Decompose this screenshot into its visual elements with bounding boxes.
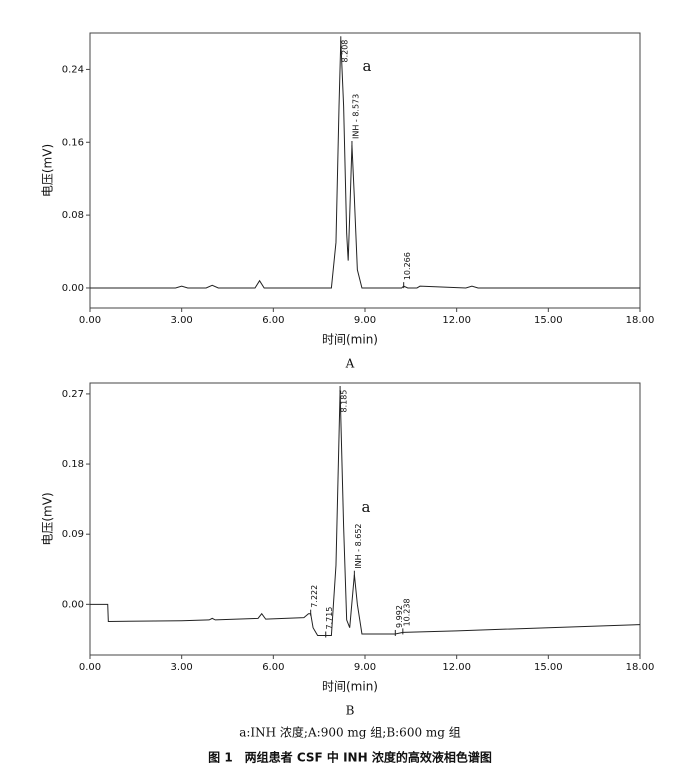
- trace: [90, 40, 640, 289]
- x-tick-label: 18.00: [626, 315, 655, 326]
- caption: a:INH 浓度;A:900 mg 组;B:600 mg 组: [239, 725, 461, 740]
- peak-label: 8.208: [340, 40, 349, 63]
- panel-label: B: [346, 704, 355, 718]
- x-tick-label: 9.00: [354, 662, 376, 673]
- peak-label: INH - 8.573: [351, 94, 360, 139]
- x-tick-label: 6.00: [262, 662, 284, 673]
- figure-title: 图 1 两组患者 CSF 中 INH 浓度的高效液相色谱图: [208, 750, 492, 765]
- peak-label: 8.185: [340, 390, 349, 413]
- x-axis-label: 时间(min): [322, 680, 378, 694]
- trace: [90, 389, 641, 637]
- y-tick-label: 0.09: [62, 529, 84, 540]
- x-tick-label: 12.00: [442, 315, 471, 326]
- x-axis-label: 时间(min): [322, 333, 378, 347]
- x-tick-label: 3.00: [171, 315, 193, 326]
- annotation: a: [362, 498, 371, 516]
- peak-label: 9.992: [395, 605, 404, 628]
- y-tick-label: 0.24: [62, 64, 84, 75]
- plot-frame: [89, 382, 641, 656]
- y-tick-label: 0.00: [62, 283, 84, 294]
- x-tick-label: 0.00: [79, 662, 101, 673]
- x-tick-label: 3.00: [171, 662, 193, 673]
- y-axis-label: 电压(mV): [41, 144, 55, 197]
- y-axis-label: 电压(mV): [41, 492, 55, 545]
- annotation: a: [363, 57, 372, 75]
- y-tick-label: 0.27: [62, 389, 84, 400]
- x-tick-label: 0.00: [79, 315, 101, 326]
- x-tick-label: 9.00: [354, 315, 376, 326]
- peak-label: INH - 8.652: [354, 523, 363, 568]
- y-tick-label: 0.18: [62, 459, 84, 470]
- y-tick-label: 0.16: [62, 137, 84, 148]
- x-tick-label: 6.00: [262, 315, 284, 326]
- panel-label: A: [345, 357, 355, 371]
- y-tick-label: 0.00: [62, 599, 84, 610]
- y-tick-label: 0.08: [62, 210, 84, 221]
- x-tick-label: 15.00: [534, 315, 563, 326]
- peak-label: 7.222: [310, 585, 319, 608]
- x-tick-label: 18.00: [626, 662, 655, 673]
- peak-label: 10.266: [403, 252, 412, 280]
- peak-label: 10.238: [402, 598, 411, 626]
- x-tick-label: 12.00: [442, 662, 471, 673]
- x-tick-label: 15.00: [534, 662, 563, 673]
- peak-label: 7.715: [325, 607, 334, 630]
